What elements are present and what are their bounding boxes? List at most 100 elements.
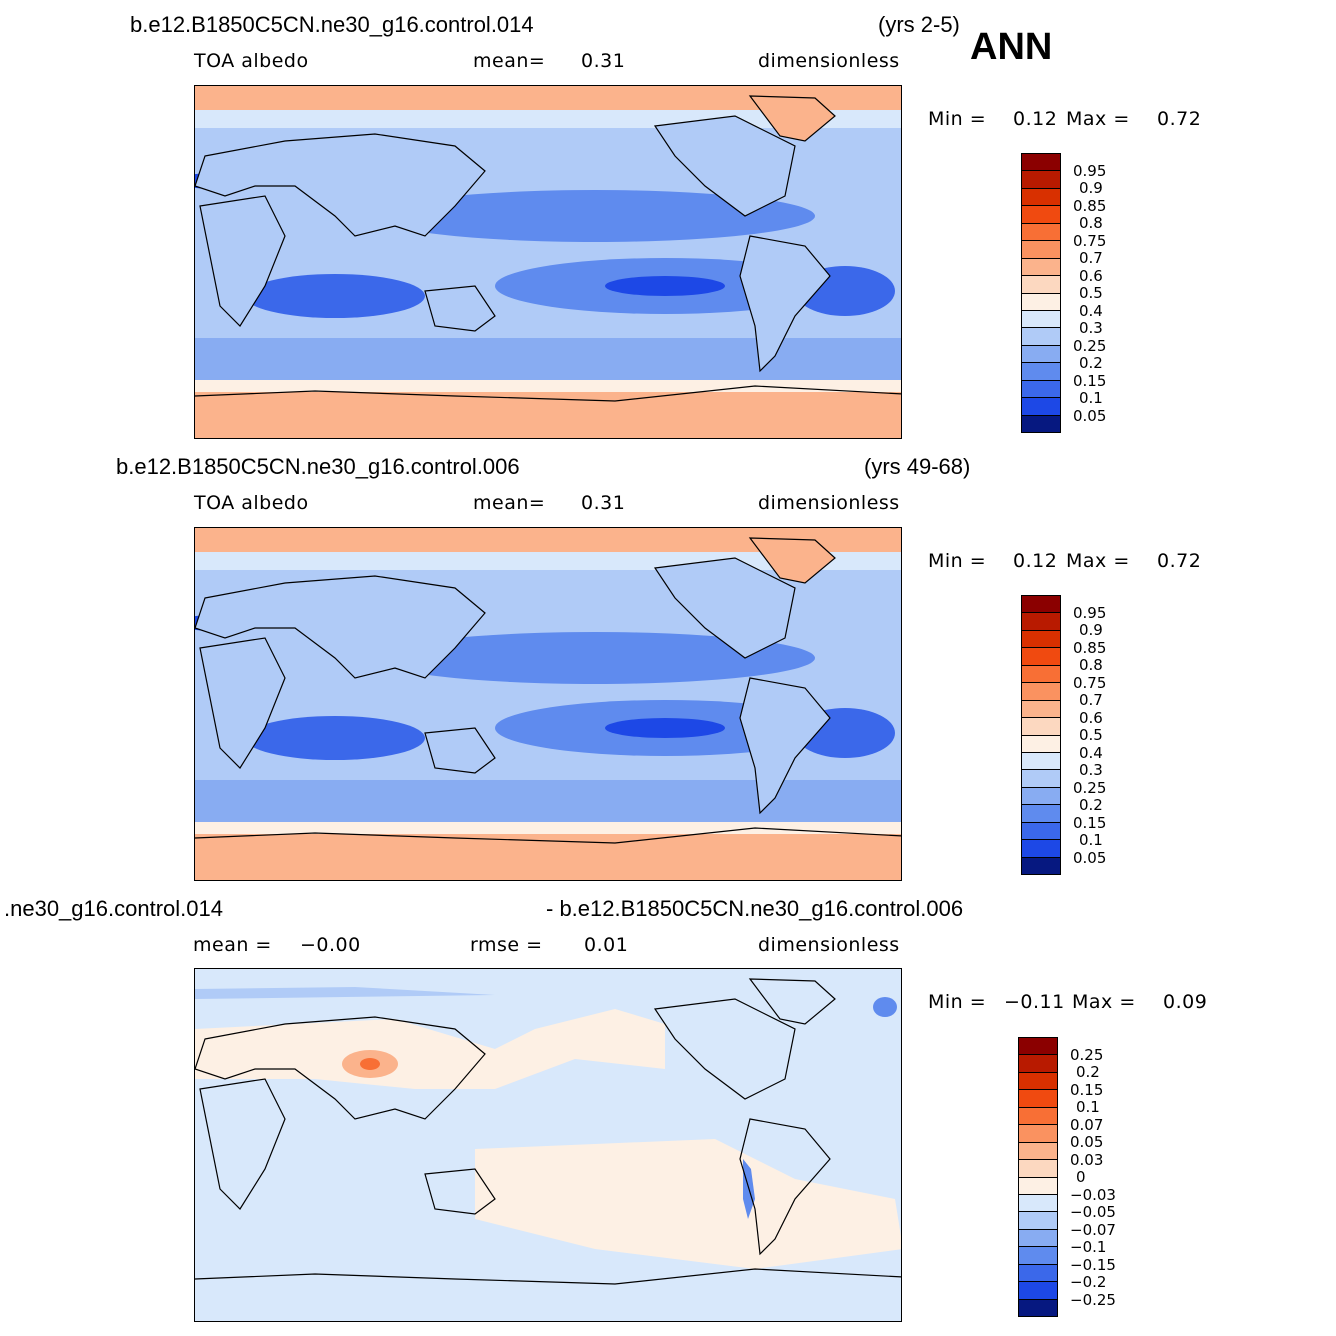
africa: [199, 1078, 286, 1210]
positive-north: [195, 1009, 665, 1089]
panel1-map: [194, 85, 902, 439]
panel2-case-name: b.e12.B1850C5CN.ne30_g16.control.006: [116, 454, 520, 479]
colorbar-tick-label: 0.15: [1073, 813, 1107, 832]
colorbar-swatch: [1019, 1177, 1057, 1195]
colorbar-tick-label: 0.8: [1079, 656, 1103, 674]
colorbar-swatch: [1022, 718, 1060, 736]
colorbar-swatch: [1022, 363, 1060, 381]
colorbar-tick-label: 0.25: [1073, 336, 1107, 355]
colorbar-swatch: [1022, 398, 1060, 416]
colorbar-swatch: [1019, 1038, 1057, 1056]
africa: [199, 195, 286, 327]
positive-south: [475, 1139, 901, 1269]
colorbar-swatch: [1022, 683, 1060, 701]
panel1-mean-value: 0.31: [581, 50, 626, 72]
colorbar-tick-label: 0.5: [1079, 284, 1103, 302]
panel1-min-value: 0.12: [1013, 108, 1058, 130]
south-pacific-core: [605, 276, 725, 296]
panel3-rmse-label: rmse =: [470, 934, 543, 956]
tibet-core: [360, 1058, 380, 1070]
panel1-years: (yrs 2-5): [878, 12, 960, 37]
panel1-mean-label: mean=: [473, 50, 546, 72]
panel3-max-value: 0.09: [1163, 991, 1208, 1013]
colorbar-tick-label: 0.25: [1070, 1045, 1104, 1064]
colorbar-swatch: [1022, 770, 1060, 788]
panel1-min-label: Min =: [928, 108, 987, 130]
panel2-map: [194, 527, 902, 881]
colorbar-tick-label: 0.2: [1079, 354, 1103, 372]
panel1-units: dimensionless: [758, 50, 900, 72]
colorbar-tick-label: 0.6: [1079, 708, 1103, 727]
colorbar-tick-label: 0.1: [1079, 831, 1103, 849]
antarctic-band: [195, 391, 901, 438]
colorbar-swatch: [1022, 596, 1060, 614]
panel3-mean-value: −0.00: [300, 934, 361, 956]
panel3-min-value: −0.11: [1004, 991, 1065, 1013]
colorbar-swatch: [1022, 840, 1060, 858]
panel2-variable: TOA albedo: [194, 492, 309, 514]
colorbar-tick-label: 0.9: [1079, 621, 1103, 639]
colorbar-swatch: [1019, 1229, 1057, 1248]
australia: [424, 285, 496, 332]
colorbar-swatch: [1019, 1212, 1057, 1230]
panel3-colorbar: [1018, 1037, 1058, 1317]
panel1-variable: TOA albedo: [194, 50, 309, 72]
panel1-colorbar: [1021, 153, 1061, 433]
colorbar-swatch: [1022, 258, 1060, 277]
colorbar-tick-label: −0.03: [1070, 1185, 1116, 1204]
south-america: [739, 235, 831, 373]
colorbar-tick-label: 0.4: [1079, 301, 1103, 320]
colorbar-swatch: [1022, 805, 1060, 823]
colorbar-swatch: [1022, 857, 1060, 874]
colorbar-swatch: [1019, 1247, 1057, 1265]
colorbar-swatch: [1019, 1090, 1057, 1108]
greenland: [748, 95, 836, 142]
colorbar-swatch: [1019, 1055, 1057, 1073]
colorbar-swatch: [1019, 1264, 1057, 1283]
colorbar-tick-label: 0.05: [1070, 1133, 1104, 1151]
panel2-min-value: 0.12: [1013, 550, 1058, 572]
greenland: [748, 537, 836, 584]
colorbar-swatch: [1022, 206, 1060, 224]
colorbar-swatch: [1022, 415, 1060, 432]
colorbar-swatch: [1022, 787, 1060, 806]
southern-ocean-band: [195, 820, 901, 834]
colorbar-swatch: [1019, 1125, 1057, 1143]
colorbar-tick-label: 0.3: [1079, 761, 1103, 779]
panel3-max-label: Max =: [1072, 991, 1136, 1013]
colorbar-swatch: [1022, 380, 1060, 399]
colorbar-tick-label: −0.05: [1070, 1203, 1116, 1221]
season-label: ANN: [970, 26, 1053, 68]
australia: [424, 727, 496, 774]
colorbar-swatch: [1022, 630, 1060, 649]
colorbar-tick-label: 0.03: [1070, 1150, 1104, 1169]
indian-ocean-low: [245, 274, 425, 318]
colorbar-swatch: [1022, 345, 1060, 364]
colorbar-swatch: [1022, 223, 1060, 242]
antarctica-coast: [195, 827, 901, 844]
colorbar-tick-label: 0.15: [1073, 371, 1107, 390]
southern-ocean-band: [195, 378, 901, 392]
colorbar-swatch: [1022, 665, 1060, 684]
colorbar-tick-label: 0.1: [1076, 1098, 1100, 1116]
colorbar-tick-label: 0.8: [1079, 214, 1103, 232]
colorbar-swatch: [1022, 700, 1060, 719]
colorbar-swatch: [1022, 241, 1060, 259]
colorbar-tick-label: 0.3: [1079, 319, 1103, 337]
greenland: [748, 978, 836, 1025]
colorbar-tick-label: 0.2: [1079, 796, 1103, 814]
colorbar-swatch: [1022, 171, 1060, 189]
colorbar-tick-label: 0.6: [1079, 266, 1103, 285]
south-america: [739, 677, 831, 815]
antarctic-band: [195, 833, 901, 880]
panel1-case-name: b.e12.B1850C5CN.ne30_g16.control.014: [130, 12, 534, 37]
colorbar-tick-label: 0: [1076, 1168, 1086, 1186]
colorbar-tick-label: 0.5: [1079, 726, 1103, 744]
colorbar-swatch: [1022, 328, 1060, 346]
panel2-years: (yrs 49-68): [864, 454, 971, 479]
colorbar-swatch: [1019, 1072, 1057, 1091]
colorbar-tick-label: 0.85: [1073, 196, 1107, 215]
north-america: [653, 998, 796, 1100]
panel3-mean-label: mean =: [193, 934, 272, 956]
colorbar-tick-label: 0.95: [1073, 161, 1107, 180]
